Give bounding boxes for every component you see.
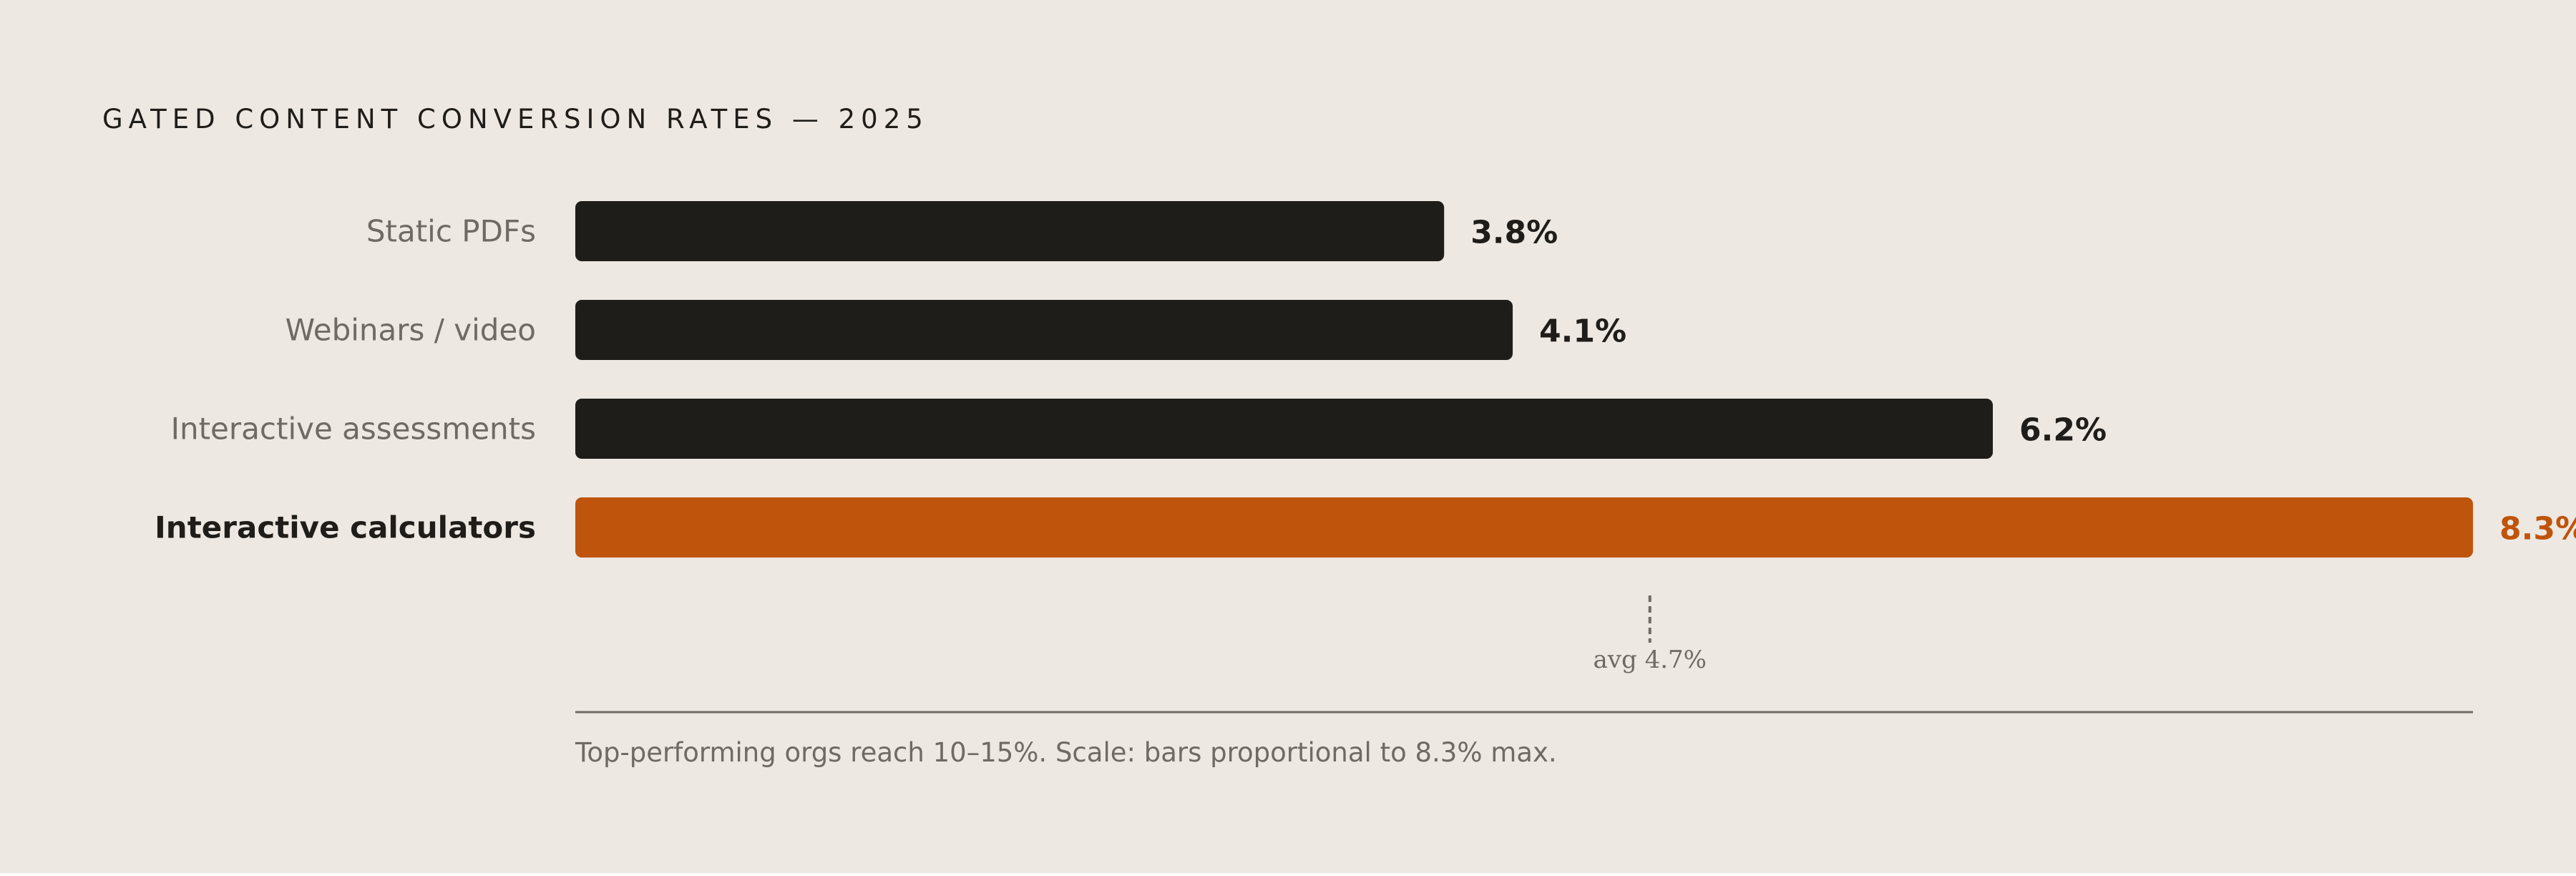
value-label-interactive-calculators: 8.3% xyxy=(2499,511,2576,548)
value-label-static-pdfs: 3.8% xyxy=(1470,215,1558,251)
chart-footnote: Top-performing orgs reach 10–15%. Scale:… xyxy=(575,737,1557,768)
value-label-interactive-assessments: 6.2% xyxy=(2019,412,2107,449)
category-label-webinars-video: Webinars / video xyxy=(286,313,536,348)
page-bottom-edge xyxy=(0,873,2576,876)
bar-static-pdfs xyxy=(575,201,1445,261)
category-label-interactive-calculators: Interactive calculators xyxy=(155,510,536,545)
category-label-interactive-assessments: Interactive assessments xyxy=(171,412,536,447)
chart-title: GATED CONTENT CONVERSION RATES — 2025 xyxy=(102,104,929,135)
bar-interactive-calculators xyxy=(575,497,2473,558)
category-label-static-pdfs: Static PDFs xyxy=(366,214,536,249)
bar-webinars-video xyxy=(575,300,1513,360)
average-reference-group: avg 4.7% xyxy=(1594,595,1707,674)
bar-interactive-assessments xyxy=(575,399,1994,459)
bars-group: Static PDFs 3.8% Webinars / video 4.1% Inter… xyxy=(155,201,2576,558)
value-label-webinars-video: 4.1% xyxy=(1539,313,1626,350)
average-reference-label: avg 4.7% xyxy=(1594,646,1707,674)
